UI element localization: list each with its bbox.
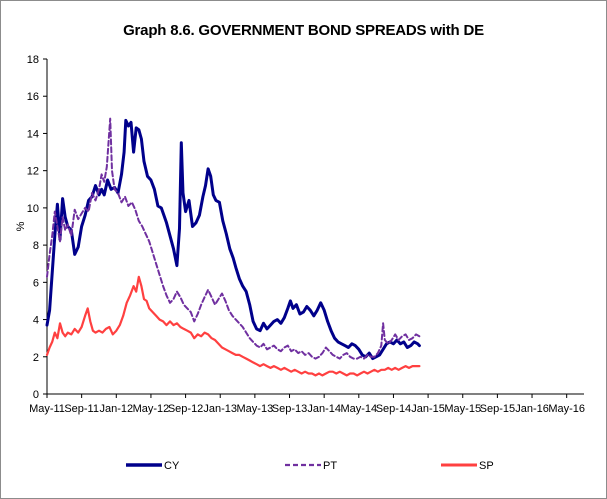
x-tick-label: Jan-15 — [411, 403, 445, 415]
legend-label-cy: CY — [164, 460, 180, 472]
legend-label-sp: SP — [479, 460, 494, 472]
y-tick-label: 10 — [27, 203, 39, 215]
x-tick-label: Sep-12 — [168, 403, 203, 415]
y-tick-label: 16 — [27, 91, 39, 103]
series-line-cy — [45, 118, 421, 361]
y-tick-label: 2 — [33, 352, 39, 364]
x-tick-label: May-15 — [444, 403, 481, 415]
x-tick-label: May-13 — [237, 403, 274, 415]
y-tick-label: 12 — [27, 166, 39, 178]
x-tick-label: May-12 — [133, 403, 170, 415]
y-tick-label: 0 — [33, 389, 39, 401]
x-tick-label: Jan-12 — [99, 403, 133, 415]
series-line-sp — [45, 275, 421, 377]
legend: CY PT SP — [126, 460, 494, 472]
x-tick-label: May-11 — [29, 403, 65, 415]
y-tick-label: 6 — [33, 277, 39, 289]
y-tick-label: 18 — [27, 54, 39, 66]
x-tick-label: Sep-15 — [480, 403, 515, 415]
x-tick-label: Sep-13 — [272, 403, 307, 415]
x-tick-label: Jan-16 — [515, 403, 549, 415]
y-tick-label: 14 — [27, 128, 39, 140]
series-line-pt — [46, 117, 421, 360]
x-tick-label: Sep-11 — [64, 403, 99, 415]
x-tick-label: May-16 — [548, 403, 585, 415]
x-tick-label: May-14 — [340, 403, 377, 415]
legend-label-pt: PT — [323, 460, 337, 472]
series-layer — [45, 117, 421, 377]
x-tick-label: Jan-13 — [203, 403, 237, 415]
x-tick-label: Sep-14 — [376, 403, 411, 415]
chart-title: Graph 8.6. GOVERNMENT BOND SPREADS with … — [123, 22, 484, 39]
y-axis-label: % — [15, 221, 27, 231]
x-tick-label: Jan-14 — [307, 403, 341, 415]
y-tick-label: 8 — [33, 240, 39, 252]
y-tick-label: 4 — [33, 315, 39, 327]
